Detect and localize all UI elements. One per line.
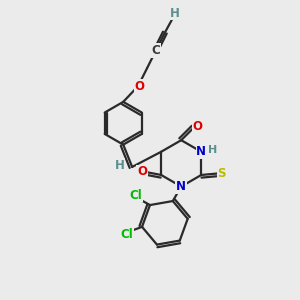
Text: Cl: Cl	[121, 228, 134, 241]
Text: S: S	[217, 167, 226, 180]
Text: H: H	[208, 145, 217, 155]
Text: N: N	[196, 145, 206, 158]
Text: O: O	[135, 80, 145, 93]
Text: H: H	[170, 7, 180, 20]
Text: N: N	[176, 180, 186, 193]
Text: O: O	[192, 120, 202, 133]
Text: Cl: Cl	[130, 189, 142, 202]
Text: H: H	[115, 159, 124, 172]
Text: O: O	[137, 166, 147, 178]
Text: C: C	[152, 44, 160, 57]
